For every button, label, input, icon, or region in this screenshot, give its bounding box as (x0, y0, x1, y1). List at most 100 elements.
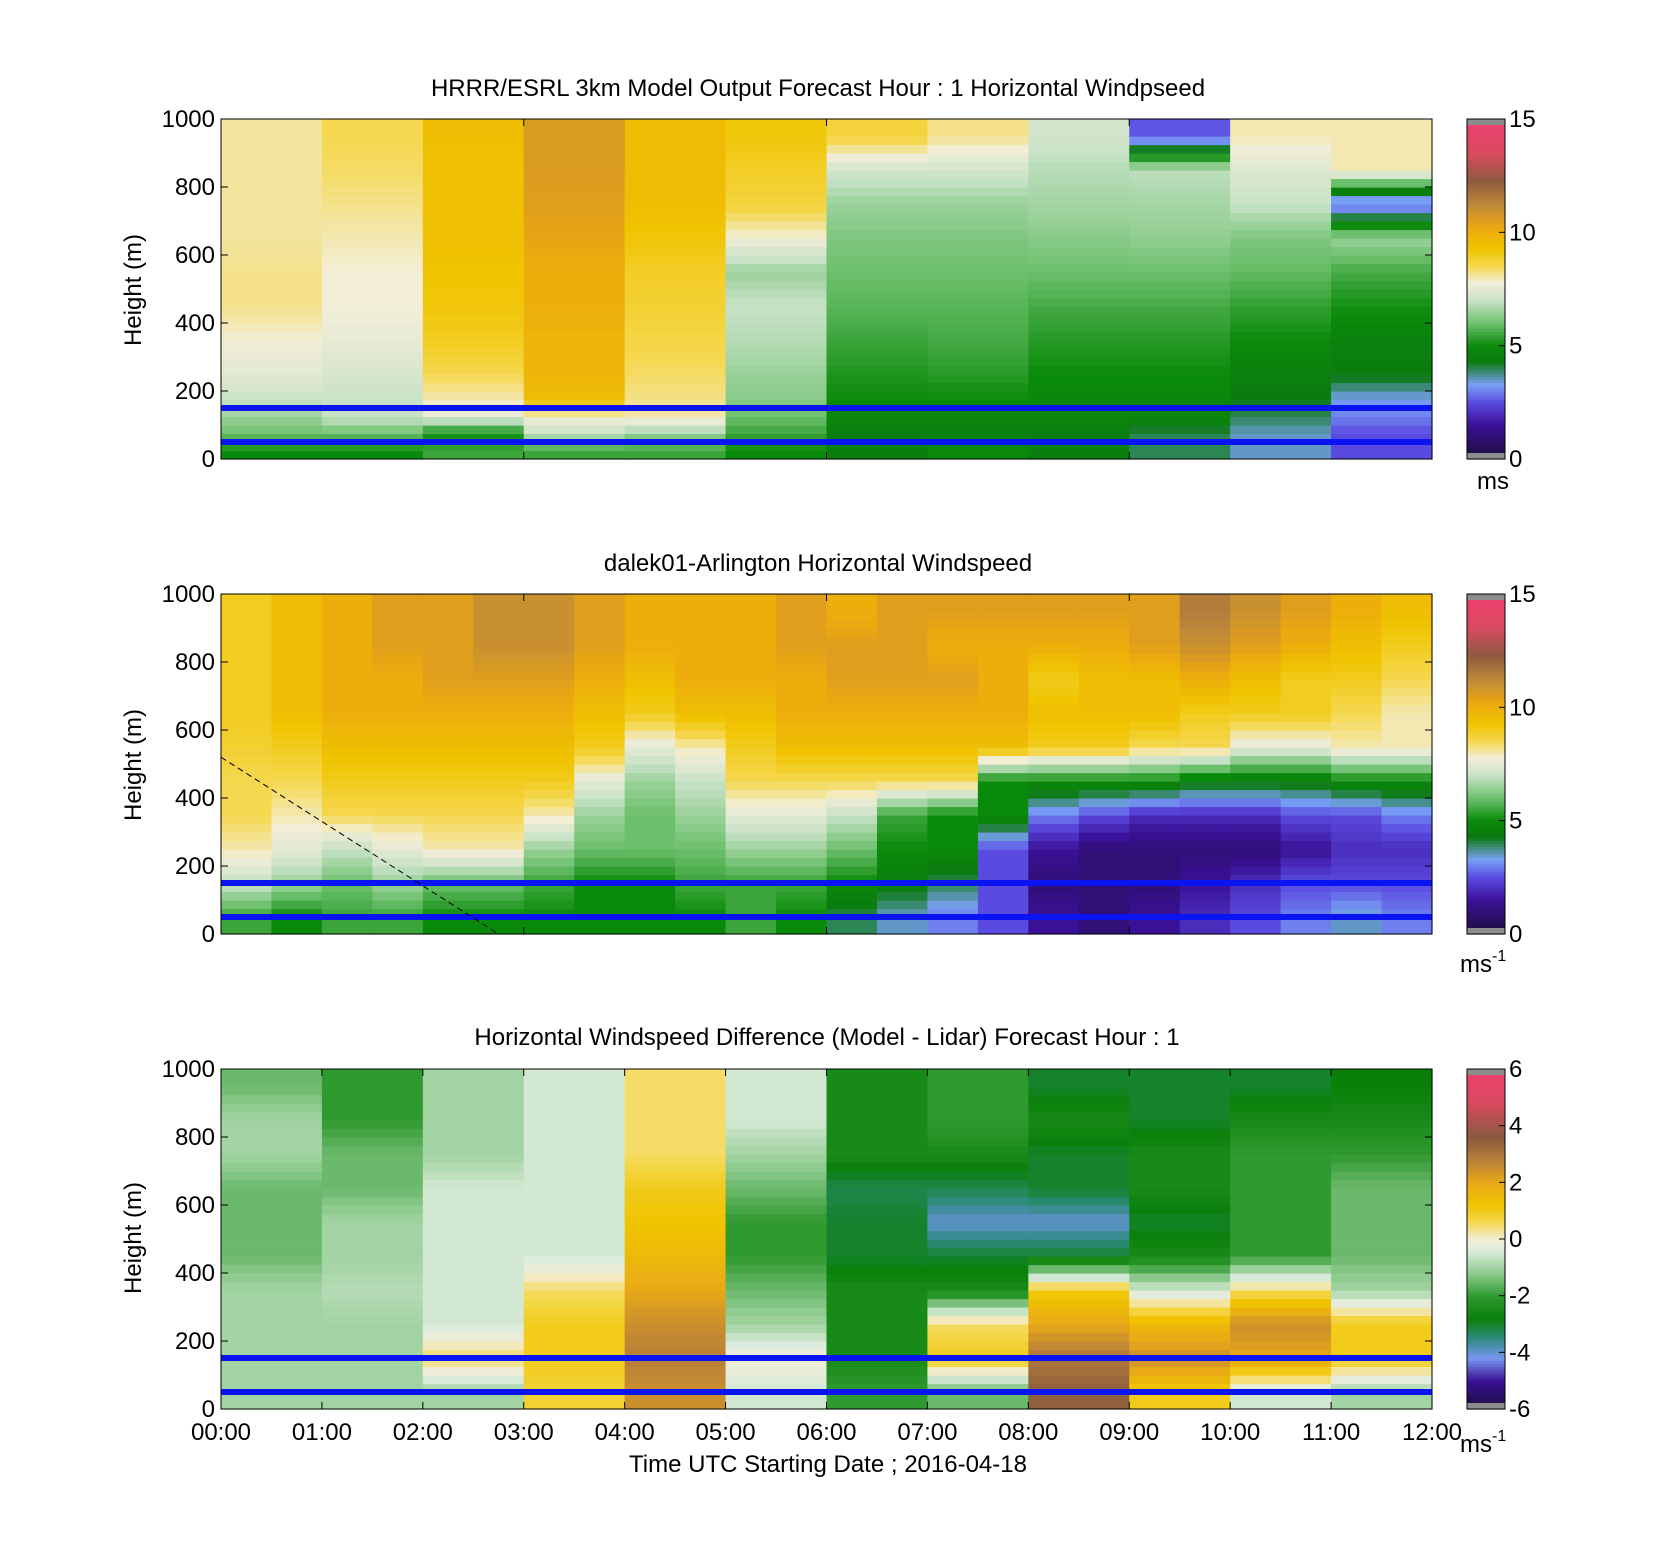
heatmap-cell (422, 1069, 525, 1079)
y-axis-label: Height (m) (120, 234, 147, 346)
heatmap-cell (675, 730, 727, 740)
heatmap-cell (826, 611, 878, 621)
heatmap-cell (1028, 662, 1080, 672)
heatmap-cell (927, 1111, 1029, 1121)
heatmap-cell (321, 297, 424, 307)
heatmap-cell (271, 713, 323, 723)
heatmap-cell (372, 619, 424, 629)
heatmap-cell (221, 704, 273, 714)
heatmap-cell (422, 433, 525, 443)
colorbar-unit: ms-1 (1460, 1428, 1506, 1458)
heatmap-cell (1331, 1383, 1433, 1393)
heatmap-cell (1230, 1281, 1332, 1291)
heatmap-cell (1230, 1069, 1332, 1079)
colorbar-segment (1467, 1199, 1505, 1203)
heatmap-cell (422, 619, 474, 629)
heatmap-cell (321, 1162, 424, 1172)
heatmap-cell (826, 246, 929, 256)
heatmap-cell (624, 891, 676, 901)
colorbar-segment (1467, 1309, 1505, 1314)
colorbar-segment (1467, 1094, 1505, 1098)
heatmap-cell (725, 127, 828, 137)
heatmap-cell (1230, 747, 1282, 757)
heatmap-cell (271, 594, 323, 604)
heatmap-cell (624, 764, 676, 774)
heatmap-cell (1028, 798, 1080, 808)
heatmap-cell (523, 1358, 626, 1368)
heatmap-cell (523, 382, 626, 392)
heatmap-cell (1179, 670, 1231, 680)
colorbar-segment (1467, 303, 1505, 307)
heatmap-cell (1179, 925, 1231, 935)
heatmap-cell (675, 806, 727, 816)
heatmap-cell (1230, 1290, 1332, 1300)
heatmap-cell (422, 1256, 525, 1266)
heatmap-cell (675, 789, 727, 799)
colorbar-segment (1467, 1139, 1505, 1144)
colorbar-segment (1467, 342, 1505, 347)
heatmap-cell (321, 1120, 424, 1130)
heatmap-cell (1230, 891, 1282, 901)
heatmap-cell (624, 696, 676, 706)
heatmap-cell (1028, 1205, 1130, 1215)
heatmap-cell (321, 1154, 424, 1164)
heatmap-cell (1028, 636, 1080, 646)
heatmap-cell (927, 238, 1029, 248)
heatmap-cell (624, 1111, 727, 1121)
panel-title: dalek01-Arlington Horizontal Windspeed (604, 550, 1032, 577)
heatmap-cell (1129, 1154, 1231, 1164)
heatmap-cell (1230, 1103, 1332, 1113)
heatmap-cell (725, 1128, 828, 1138)
heatmap-cell (876, 798, 929, 808)
heatmap-cell (321, 840, 373, 850)
heatmap-cell (826, 365, 929, 375)
heatmap-cell (1129, 178, 1231, 188)
heatmap-cell (1331, 1290, 1433, 1300)
heatmap-cell (1280, 781, 1332, 791)
heatmap-cell (321, 212, 424, 222)
heatmap-cell (826, 357, 929, 367)
heatmap-cell (1129, 433, 1231, 443)
heatmap-cell (725, 730, 777, 740)
heatmap-cell (221, 263, 323, 273)
heatmap-cell (1028, 883, 1080, 893)
heatmap-cell (1028, 1137, 1130, 1147)
heatmap-cell (1179, 679, 1231, 689)
heatmap-cell (1129, 900, 1181, 910)
heatmap-cell (624, 917, 676, 927)
heatmap-cell (1028, 917, 1080, 927)
heatmap-cell (927, 747, 979, 757)
heatmap-cell (523, 1281, 626, 1291)
heatmap-cell (927, 119, 1029, 129)
heatmap-cell (725, 1205, 828, 1215)
heatmap-cell (221, 280, 323, 290)
heatmap-cell (422, 187, 525, 197)
heatmap-cell (876, 679, 929, 689)
heatmap-cell (1230, 1273, 1332, 1283)
heatmap-cell (927, 823, 979, 833)
heatmap-cell (1230, 662, 1282, 672)
colorbar-segment (1467, 900, 1505, 904)
heatmap-cell (372, 611, 424, 621)
y-tick-label: 800 (175, 1124, 215, 1151)
heatmap-cell (523, 1392, 626, 1402)
heatmap-cell (826, 1358, 929, 1368)
heatmap-cell (1179, 798, 1231, 808)
heatmap-cell (574, 857, 626, 867)
heatmap-cell (927, 687, 979, 697)
heatmap-cell (523, 238, 626, 248)
colorbar-segment (1467, 150, 1505, 154)
heatmap-cell (927, 161, 1029, 171)
heatmap-cell (1129, 1332, 1231, 1342)
x-tick-label: 01:00 (292, 1419, 352, 1446)
heatmap-cell (624, 772, 676, 782)
heatmap-cell (826, 297, 929, 307)
heatmap-cell (221, 365, 323, 375)
heatmap-cell (927, 1171, 1029, 1181)
colorbar-segment (1467, 1134, 1505, 1138)
heatmap-cell (473, 789, 525, 799)
heatmap-cell (927, 840, 979, 850)
colorbar-segment (1467, 1389, 1505, 1393)
colorbar-segment (1467, 1383, 1505, 1387)
colorbar-segment (1467, 317, 1505, 321)
